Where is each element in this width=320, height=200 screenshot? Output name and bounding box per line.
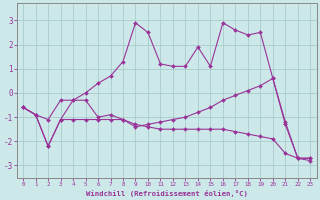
X-axis label: Windchill (Refroidissement éolien,°C): Windchill (Refroidissement éolien,°C) — [86, 190, 248, 197]
